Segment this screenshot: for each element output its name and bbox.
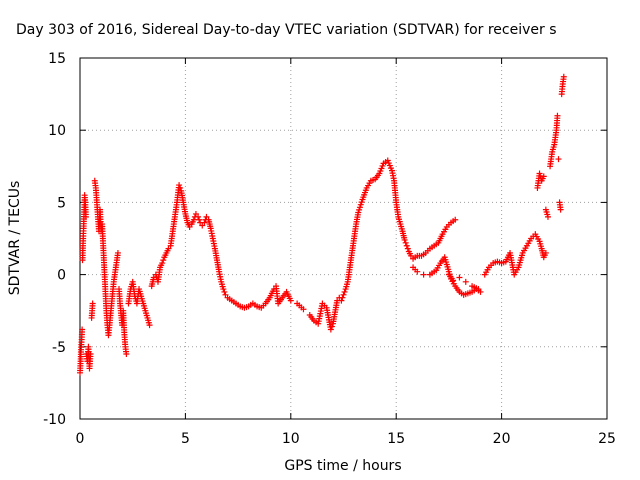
y-axis-label: SDTVAR / TECUs (7, 181, 23, 296)
x-axis-label: GPS time / hours (284, 458, 401, 474)
data-point (220, 286, 227, 293)
data-point (176, 182, 183, 189)
data-point (542, 249, 549, 256)
x-tick-label: 25 (598, 431, 616, 447)
data-point (123, 351, 130, 358)
data-point (195, 213, 202, 220)
data-point (146, 322, 153, 329)
data-point (544, 213, 551, 220)
y-tick-label: 15 (48, 51, 66, 67)
data-point (160, 257, 167, 264)
data-point (554, 112, 561, 119)
data-point (159, 260, 166, 267)
x-tick-label: 0 (76, 431, 85, 447)
data-point (79, 326, 86, 333)
data-point (287, 297, 294, 304)
data-points (77, 73, 567, 376)
data-point (177, 184, 184, 191)
data-point (555, 156, 562, 163)
data-point (403, 242, 410, 249)
data-point (89, 300, 96, 307)
data-point (420, 271, 427, 278)
x-tick-label: 10 (282, 431, 300, 447)
grid (80, 58, 607, 419)
data-point (339, 294, 346, 301)
data-point (560, 73, 567, 80)
data-point (300, 306, 307, 313)
data-point (328, 323, 335, 330)
data-point (462, 278, 469, 285)
data-point (402, 239, 409, 246)
y-tick-label: -10 (43, 412, 66, 428)
data-point (196, 216, 203, 223)
plot-frame (79, 57, 608, 420)
data-point (338, 297, 345, 304)
x-ticks: 0 5 10 15 20 25 (76, 58, 616, 447)
y-tick-label: -5 (52, 340, 66, 356)
data-point (557, 206, 564, 213)
data-point (341, 288, 348, 295)
data-point (87, 351, 94, 358)
data-point (327, 326, 334, 333)
data-point (452, 216, 459, 223)
data-point (82, 213, 89, 220)
y-tick-label: 5 (57, 195, 66, 211)
data-point (414, 268, 421, 275)
chart-title: Day 303 of 2016, Sidereal Day-to-day VTE… (16, 22, 557, 38)
data-point (114, 249, 121, 256)
data-point (401, 236, 408, 243)
x-tick-label: 20 (493, 431, 511, 447)
data-point (190, 216, 197, 223)
y-ticks: -10 -5 0 5 10 15 (43, 51, 607, 428)
data-point (340, 291, 347, 298)
y-tick-label: 10 (48, 123, 66, 139)
data-point (450, 277, 457, 284)
data-point (404, 245, 411, 252)
x-tick-label: 5 (181, 431, 190, 447)
data-point (475, 286, 482, 293)
data-point (221, 288, 228, 295)
x-tick-label: 15 (387, 431, 405, 447)
data-point (540, 173, 547, 180)
y-tick-label: 0 (57, 268, 66, 284)
data-point (456, 274, 463, 281)
data-point (201, 219, 208, 226)
